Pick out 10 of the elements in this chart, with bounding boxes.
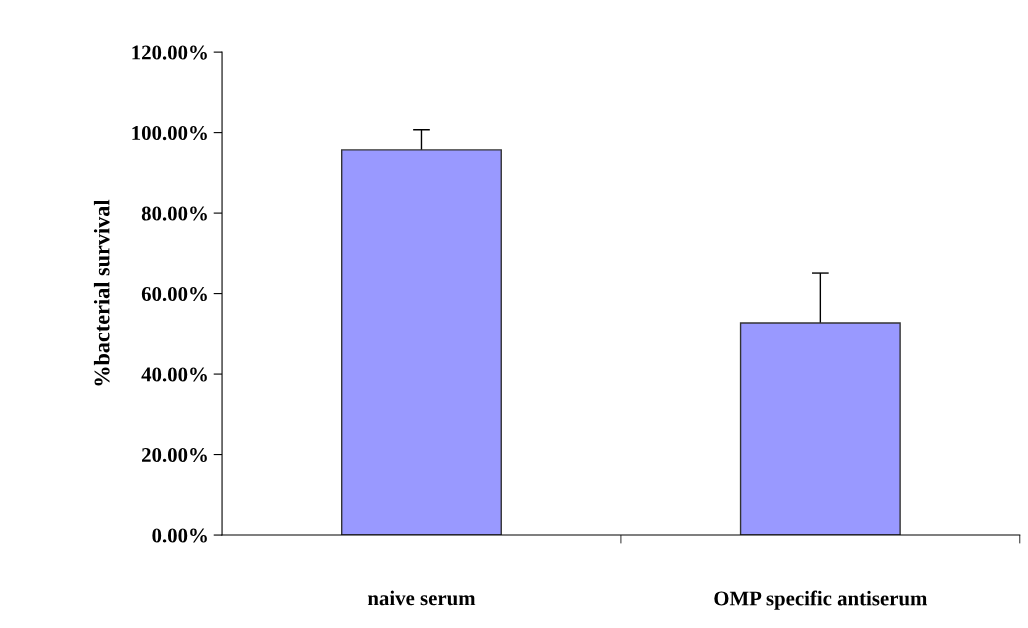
y-axis-title: %bacterial survival [93, 199, 110, 386]
x-tick-label: naive serum [367, 590, 476, 606]
x-tick-label: OMP specific antiserum [714, 590, 928, 610]
y-tick-label: 120.00% [132, 45, 207, 60]
y-tick-label: 80.00% [141, 206, 207, 221]
y-tick-label: 100.00% [132, 125, 207, 141]
y-tick-label: 60.00% [141, 286, 207, 302]
y-tick-label: 0.00% [152, 528, 207, 543]
y-tick-label: 40.00% [141, 367, 207, 382]
y-tick-label: 20.00% [142, 447, 207, 463]
